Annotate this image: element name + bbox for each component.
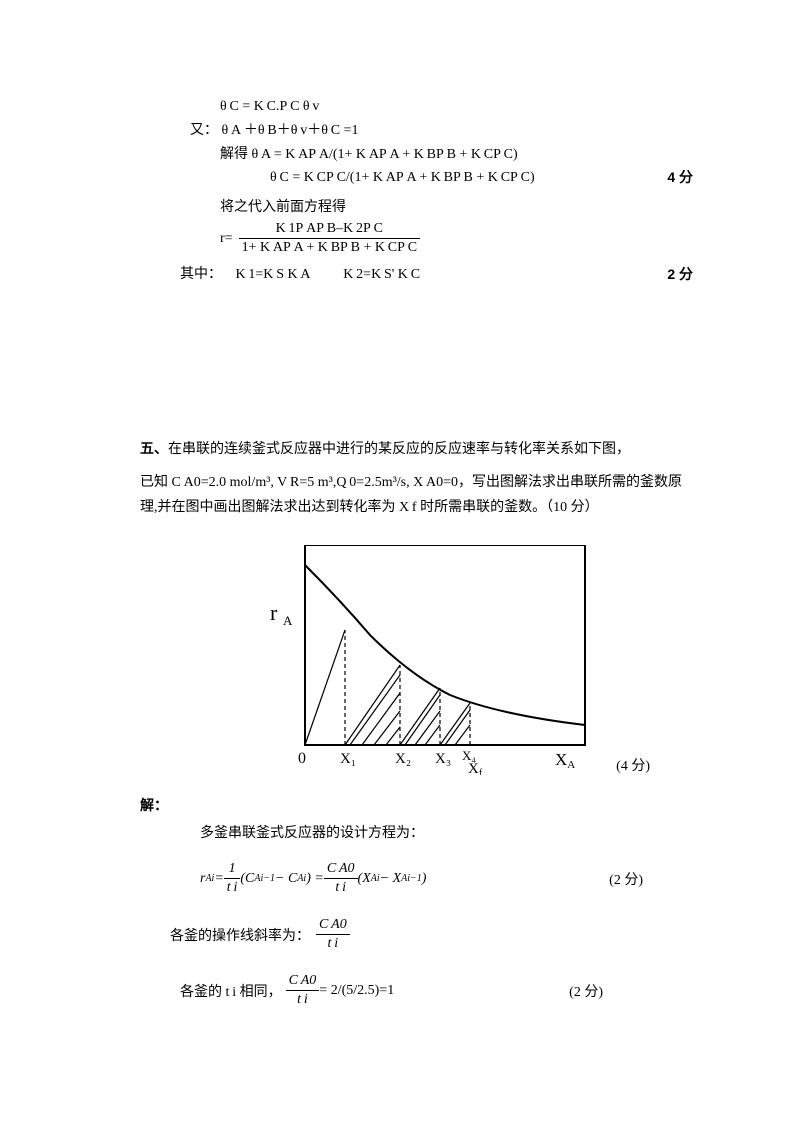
eq1-mid1a: (C (240, 871, 254, 887)
eq3-top: C A0 (286, 972, 320, 991)
chart-svg: r A 0 X₁ X₂ X₃ X₄ Xf XA (250, 545, 600, 775)
eq1: rAi = 1 t i (CAi−1 − CAi) = C A0 t i (XA… (200, 856, 683, 902)
eqn-sum-theta-body: θ A ＋θ B＋θ v＋θ C =1 (222, 123, 359, 138)
q5-body: 已知 C A0=2.0 mol/m³, V R=5 m³,Q 0=2.5m³/s… (140, 470, 683, 520)
q5-heading-text: 在串联的连续釜式反应器中进行的某反应的反应速率与转化率关系如下图， (168, 442, 630, 457)
q5-number: 五、 (140, 440, 168, 456)
q5-heading: 五、在串联的连续釜式反应器中进行的某反应的反应速率与转化率关系如下图， (140, 437, 683, 462)
eqn-theta-a-body: θ A = K AP A/(1+ K AP A + K BP B + K CP … (252, 147, 518, 162)
eq1-mid1e: ) = (306, 871, 324, 887)
solution-s3a: 各釜的 t i 相同， (180, 981, 282, 1001)
chart-xtick-3: X₃ (435, 751, 451, 767)
eq1-mid1b: Ai−1 (254, 873, 275, 884)
eq3-rhs: = 2/(5/2.5)=1 (319, 983, 394, 999)
score-2: 2 分 (667, 263, 693, 287)
eq1-mid1c: − C (275, 871, 297, 887)
solution-s2: 各釜的操作线斜率为： (170, 925, 310, 945)
s3-line: 各釜的 t i 相同， C A0 t i = 2/(5/2.5)=1 (2 分) (180, 968, 683, 1014)
eqn-theta-c-solved: θ C = K CP C/(1+ K AP A + K BP B + K CP … (270, 166, 683, 190)
eq1-tail-e: ) (422, 871, 427, 887)
eqn-k2: K 2=K S' K C (343, 267, 420, 282)
eq2-top: C A0 (316, 916, 350, 935)
chart-score: (4 分) (616, 755, 650, 775)
eqn-theta-c: θ C = K C.P C θ v (220, 95, 683, 119)
text-jiede: 解得 (220, 147, 252, 162)
eq1-tail-d: Ai−1 (401, 873, 422, 884)
text-substitute: 将之代入前面方程得 (220, 196, 683, 220)
eq1-tail-c: − X (380, 871, 402, 887)
chart-xtick-f: Xf (468, 761, 483, 775)
chart-xtick-1: X₁ (340, 751, 356, 767)
solution-s1: 多釜串联釜式反应器的设计方程为： (200, 822, 683, 846)
eq2-bot: t i (316, 935, 350, 953)
eq3-score: (2 分) (569, 981, 603, 1001)
score-4: 4 分 (667, 166, 693, 190)
text-where: 其中： (180, 267, 222, 282)
eqn-r-top: K 1P AP B–K 2P C (239, 220, 421, 239)
eq1-f2-bot: t i (324, 879, 358, 897)
eq1-f2-top: C A0 (324, 860, 358, 879)
eqn-r-frac: r= K 1P AP B–K 2P C 1+ K AP A + K BP B +… (220, 220, 683, 257)
text-you: 又： (190, 123, 218, 138)
eqn-r-bot: 1+ K AP A + K BP B + K CP C (239, 239, 421, 257)
eq1-lhs-sub: Ai (205, 873, 214, 884)
eq1-score: (2 分) (609, 869, 643, 889)
chart-y-label-sub: A (283, 613, 293, 628)
eq1-tail-a: (X (358, 871, 371, 887)
eqn-r-lhs: r= (220, 227, 233, 251)
eq1-f1-top: 1 (224, 860, 241, 879)
eq1-tail-b: Ai (371, 873, 380, 884)
eqn-where: 其中： K 1=K S K A K 2=K S' K C 2 分 (180, 263, 683, 287)
s2-line: 各釜的操作线斜率为： C A0 t i (170, 912, 683, 958)
eq1-mid1d: Ai (297, 873, 306, 884)
chart-origin: 0 (298, 750, 306, 767)
eqn-theta-c-body: θ C = K CP C/(1+ K AP A + K BP B + K CP … (270, 170, 535, 185)
solution-label: 解： (140, 794, 683, 818)
eqn-theta-a-solved: 解得 θ A = K AP A/(1+ K AP A + K BP B + K … (190, 143, 683, 167)
eqn-sum-theta: 又： θ A ＋θ B＋θ v＋θ C =1 (190, 119, 683, 143)
eq3-bot: t i (286, 991, 320, 1009)
reaction-rate-chart: r A 0 X₁ X₂ X₃ X₄ Xf XA (4 分) (250, 545, 600, 780)
eqn-k1: K 1=K S K A (236, 267, 310, 282)
chart-xtick-A: XA (555, 750, 575, 771)
eq1-f1-bot: t i (224, 879, 241, 897)
chart-y-label: r (270, 600, 278, 625)
eq1-eq: = (214, 871, 223, 887)
chart-xtick-2: X₂ (395, 751, 411, 767)
